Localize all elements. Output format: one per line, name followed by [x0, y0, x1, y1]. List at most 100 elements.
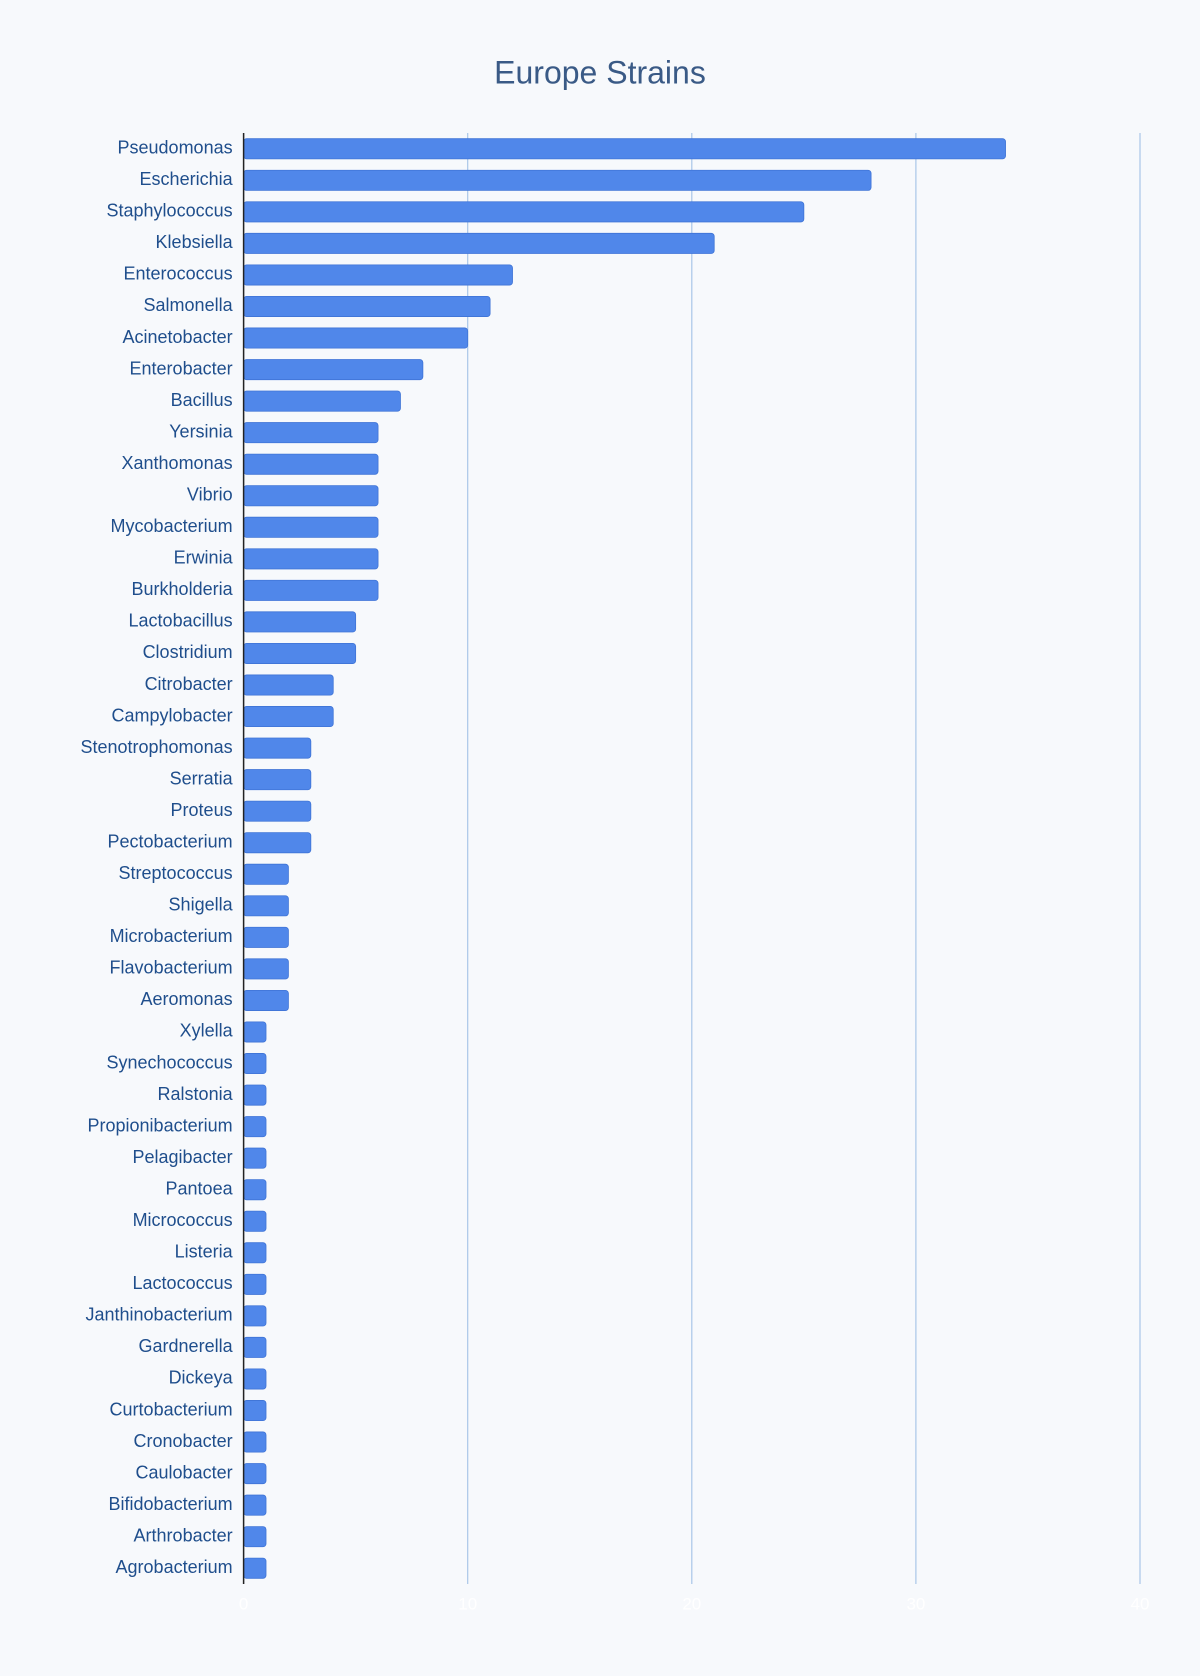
y-tick-label: Arthrobacter	[134, 1525, 233, 1545]
y-tick-label: Shigella	[169, 895, 234, 915]
bar	[243, 800, 312, 822]
bar	[243, 1273, 267, 1295]
bar	[243, 169, 872, 191]
y-tick-label: Campylobacter	[112, 705, 233, 725]
bar	[243, 453, 379, 475]
y-tick-label: Erwinia	[174, 548, 234, 568]
bar	[243, 989, 289, 1011]
y-tick-label: Pelagibacter	[133, 1147, 233, 1167]
bar	[243, 548, 379, 570]
y-tick-label: Stenotrophomonas	[80, 737, 232, 757]
bar	[243, 1400, 267, 1422]
bar	[243, 1431, 267, 1453]
y-tick-label: Micrococcus	[133, 1210, 233, 1230]
y-tick-label: Listeria	[175, 1242, 234, 1262]
y-tick-label: Gardnerella	[139, 1336, 234, 1356]
bar	[243, 737, 312, 759]
y-tick-label: Klebsiella	[156, 232, 234, 252]
bar	[243, 390, 401, 412]
y-tick-label: Salmonella	[144, 295, 234, 315]
y-tick-label: Enterococcus	[124, 264, 233, 284]
y-tick-label: Pectobacterium	[108, 831, 233, 851]
bar	[243, 1210, 267, 1232]
bar	[243, 201, 805, 223]
y-tick-label: Citrobacter	[145, 674, 233, 694]
y-tick-label: Vibrio	[187, 485, 233, 505]
x-tick-label: 20	[682, 1594, 701, 1613]
y-tick-label: Xylella	[180, 1021, 234, 1041]
bar	[243, 1242, 267, 1264]
bar	[243, 359, 424, 381]
bar	[243, 1116, 267, 1138]
y-tick-label: Curtobacterium	[110, 1399, 233, 1419]
y-tick-label: Yersinia	[169, 421, 233, 441]
y-tick-label: Bacillus	[171, 390, 233, 410]
bar	[243, 327, 469, 349]
bar	[243, 232, 715, 254]
y-tick-label: Caulobacter	[136, 1462, 233, 1482]
y-tick-label: Clostridium	[143, 642, 233, 662]
x-tick-label: 10	[458, 1594, 477, 1613]
bar	[243, 706, 334, 728]
y-tick-label: Microbacterium	[110, 926, 233, 946]
y-tick-label: Synechococcus	[107, 1052, 233, 1072]
x-tick-label: 30	[906, 1594, 925, 1613]
bar	[243, 1179, 267, 1201]
y-tick-label: Janthinobacterium	[86, 1305, 233, 1325]
y-tick-label: Burkholderia	[132, 579, 234, 599]
bar	[243, 1305, 267, 1327]
bar	[243, 138, 1006, 160]
bar	[243, 1053, 267, 1075]
bar	[243, 422, 379, 444]
y-tick-label: Acinetobacter	[123, 327, 233, 347]
y-tick-label: Ralstonia	[158, 1084, 234, 1104]
y-tick-label: Dickeya	[169, 1368, 234, 1388]
y-tick-label: Enterobacter	[130, 358, 233, 378]
y-tick-label: Escherichia	[140, 169, 234, 189]
x-tick-label: 0	[239, 1594, 248, 1613]
y-tick-label: Lactococcus	[133, 1273, 233, 1293]
y-tick-label: Streptococcus	[119, 863, 233, 883]
y-tick-label: Serratia	[170, 768, 234, 788]
y-tick-label: Lactobacillus	[129, 611, 233, 631]
bar	[243, 769, 312, 791]
y-tick-label: Mycobacterium	[111, 516, 233, 536]
y-tick-label: Pantoea	[166, 1178, 234, 1198]
bar	[243, 1147, 267, 1169]
bar	[243, 1368, 267, 1390]
bar	[243, 642, 357, 664]
chart-title: Europe Strains	[494, 54, 706, 90]
y-tick-label: Flavobacterium	[110, 958, 233, 978]
bar	[243, 579, 379, 601]
bar	[243, 295, 491, 317]
bar	[243, 1494, 267, 1516]
y-tick-label: Pseudomonas	[118, 138, 233, 158]
y-tick-label: Agrobacterium	[116, 1557, 233, 1577]
bar	[243, 895, 289, 917]
bar	[243, 1557, 267, 1579]
x-tick-label: 40	[1131, 1594, 1150, 1613]
bar	[243, 1021, 267, 1043]
y-tick-label: Propionibacterium	[88, 1115, 233, 1135]
bar	[243, 516, 379, 538]
bar	[243, 1463, 267, 1485]
bar	[243, 1526, 267, 1548]
bar	[243, 611, 357, 633]
bar	[243, 674, 334, 696]
bar	[243, 485, 379, 507]
y-tick-label: Staphylococcus	[107, 201, 233, 221]
y-tick-label: Xanthomonas	[122, 453, 233, 473]
y-tick-label: Bifidobacterium	[109, 1494, 233, 1514]
y-tick-label: Cronobacter	[134, 1431, 233, 1451]
bar	[243, 958, 289, 980]
bar	[243, 1084, 267, 1106]
bar	[243, 926, 289, 948]
y-tick-label: Proteus	[171, 800, 233, 820]
bar	[243, 264, 513, 286]
y-tick-label: Aeromonas	[141, 989, 233, 1009]
bar	[243, 1336, 267, 1358]
bar	[243, 832, 312, 854]
